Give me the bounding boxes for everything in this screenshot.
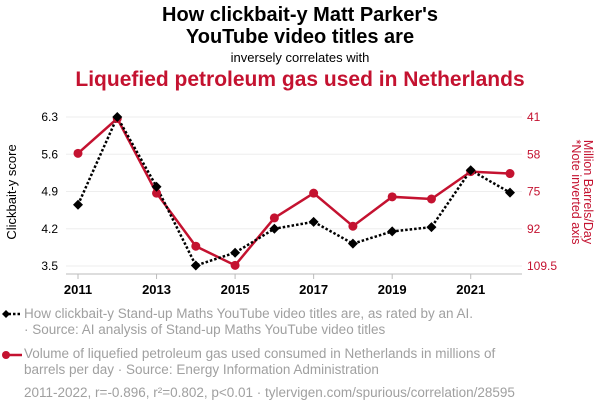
y-axis-label-right: Million Barrels/Day (581, 140, 595, 245)
x-tick-label: 2019 (378, 282, 407, 297)
series-2-point (348, 221, 358, 231)
y-axis-note: *Note inverted axis (569, 140, 583, 245)
legend-source: barrels per day · Source: Energy Informa… (24, 362, 379, 377)
y-axis-label-left: Clickbait-y score (4, 144, 19, 239)
series-1-point (269, 223, 280, 234)
y-tick-right: 58 (527, 147, 541, 161)
legend-text: Volume of liquefied petroleum gas used c… (24, 346, 496, 361)
series-2-point (269, 213, 279, 223)
series-2-point (505, 169, 515, 179)
y-tick-left: 6.3 (41, 110, 58, 124)
y-tick-right: 75 (527, 185, 541, 199)
series-2-point (387, 192, 397, 202)
y-tick-right: 92 (527, 222, 541, 236)
series-2-point (309, 188, 319, 198)
chart-title: How clickbait-y Matt Parker's YouTube vid… (0, 4, 600, 48)
series-1-point (426, 222, 437, 233)
series-2-point (426, 194, 436, 204)
x-tick-label: 2015 (221, 282, 250, 297)
y-tick-left: 3.5 (41, 259, 58, 273)
series-1-line (76, 114, 511, 267)
chart-subtitle: inversely correlates with (230, 50, 370, 65)
y-tick-left: 4.2 (41, 222, 58, 236)
title-line-1: How clickbait-y Matt Parker's (162, 4, 438, 26)
legend-series-1: How clickbait-y Stand-up Maths YouTube v… (24, 306, 584, 338)
x-tick-label: 2013 (142, 282, 171, 297)
legend-series-2: Volume of liquefied petroleum gas used c… (24, 346, 584, 378)
y-tick-right: 109.5 (527, 259, 557, 273)
series-1-point (387, 226, 398, 237)
series-2-point (73, 148, 83, 158)
series-2-point (191, 241, 201, 251)
series-1-point (308, 216, 319, 227)
legend-marker-2-circle (2, 351, 10, 359)
x-tick-label: 2021 (456, 282, 485, 297)
x-tick-label: 2017 (299, 282, 328, 297)
legend-marker-1-diamond (2, 310, 10, 318)
series-2-line (77, 116, 511, 267)
series-1-point (112, 112, 123, 122)
series-1-point (151, 181, 162, 192)
series-1-point (230, 247, 241, 258)
y-tick-right: 41 (527, 110, 541, 124)
legend-text: How clickbait-y Stand-up Maths YouTube v… (24, 306, 473, 321)
footer-stats: 2011-2022, r=-0.896, r²=0.802, p<0.01 · … (24, 385, 515, 400)
series-1-point (505, 187, 515, 198)
legend-source: · Source: AI analysis of Stand-up Maths … (24, 322, 386, 337)
y-tick-left: 5.6 (41, 147, 58, 161)
series-1-point (465, 165, 476, 176)
series-2-point (152, 188, 162, 198)
x-tick-label: 2011 (64, 282, 92, 297)
series-1-point (73, 199, 83, 210)
series-1-point (347, 238, 358, 249)
series-1-point (190, 260, 201, 271)
title-line-2: YouTube video titles are (185, 26, 415, 48)
y-tick-left: 4.9 (41, 185, 58, 199)
chart-title-2: Liquefied petroleum gas used in Netherla… (75, 68, 525, 91)
series-2-point (230, 260, 240, 270)
